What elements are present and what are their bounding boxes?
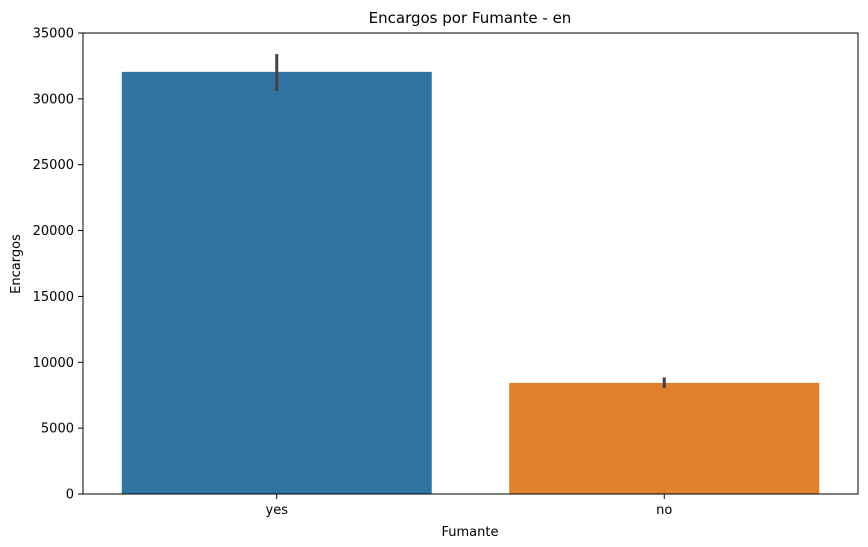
plot-frame xyxy=(82,32,859,495)
y-tick-label: 10000 xyxy=(33,356,74,371)
x-tick-label: yes xyxy=(266,503,289,518)
x-tick-label: no xyxy=(656,503,672,518)
y-axis-label: Encargos xyxy=(9,234,24,294)
y-tick-label: 5000 xyxy=(41,422,74,437)
x-axis: yes no xyxy=(266,494,672,518)
error-bars-group xyxy=(275,54,666,388)
y-tick-label: 15000 xyxy=(33,290,74,305)
y-tick-label: 30000 xyxy=(33,92,74,107)
y-axis: 0 5000 10000 15000 20000 25000 30000 35000 xyxy=(33,27,83,503)
bar-no xyxy=(509,382,820,494)
y-tick-label: 20000 xyxy=(33,224,74,239)
chart-title: Encargos por Fumante - en xyxy=(369,9,572,27)
bar-yes xyxy=(121,71,432,494)
y-tick-label: 25000 xyxy=(33,158,74,173)
bars-group xyxy=(121,71,820,494)
x-axis-label: Fumante xyxy=(442,525,499,540)
y-tick-label: 35000 xyxy=(33,27,74,42)
y-tick-label: 0 xyxy=(66,488,74,503)
